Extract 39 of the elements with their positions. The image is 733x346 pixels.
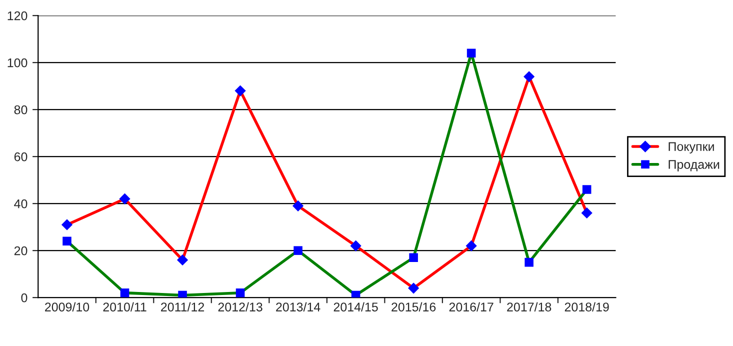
legend-label: Покупки [668, 142, 714, 154]
point [62, 236, 72, 246]
point [294, 246, 302, 255]
point [292, 200, 304, 212]
point [234, 85, 246, 96]
y-tick-label: 40 [14, 199, 28, 208]
x-tick-label: 2011/12 [161, 302, 204, 312]
y-tick-label: 100 [8, 58, 28, 68]
point [350, 240, 362, 252]
y-tick-label: 120 [8, 11, 28, 20]
point [524, 258, 534, 267]
x-tick-label: 2016/17 [449, 302, 494, 312]
point [178, 290, 187, 298]
point [466, 48, 476, 58]
y-tick-label: 60 [14, 152, 28, 162]
x-tick-label: 2018/19 [564, 302, 609, 312]
point [120, 288, 130, 298]
x-tick-label: 2010/11 [103, 302, 146, 312]
x-tick-label: 2013/14 [276, 302, 320, 312]
point [176, 254, 188, 266]
y-tick-label: 80 [14, 105, 28, 114]
y-tick-label: 20 [14, 246, 28, 256]
point [466, 240, 477, 252]
point [582, 185, 592, 194]
point [408, 282, 420, 294]
y-tick-label: 0 [21, 293, 28, 302]
point [409, 253, 418, 262]
x-tick-label: 2012/13 [218, 302, 262, 312]
point [61, 219, 73, 230]
point [119, 193, 130, 204]
x-tick-label: 2017/18 [507, 302, 552, 312]
x-tick-label: 2009/10 [45, 302, 90, 312]
x-tick-label: 2014/15 [334, 302, 378, 312]
point [236, 288, 245, 298]
point [351, 290, 360, 298]
point [581, 207, 592, 219]
point [524, 71, 535, 82]
legend-label: Продажи [668, 160, 720, 172]
x-tick-label: 2015/16 [392, 302, 436, 312]
